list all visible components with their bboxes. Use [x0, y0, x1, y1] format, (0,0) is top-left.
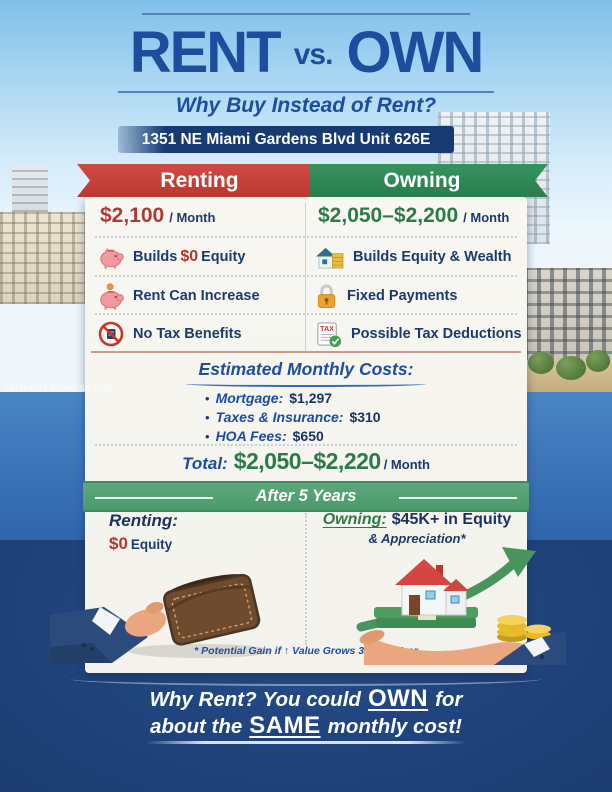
renting-equity-amount: $0: [109, 534, 128, 553]
renting-equity-label: Equity: [130, 537, 173, 552]
house-money-growth-illustration: [356, 547, 566, 665]
header-rule-bottom: [118, 91, 494, 93]
owning-ribbon: Owning: [309, 164, 548, 197]
renting-feature-increase: Rent Can Increase: [98, 279, 260, 313]
owning-price-amount: $2,050–$2,200: [318, 204, 459, 227]
footer-line-1: Why Rent? You could OWN for: [0, 686, 612, 713]
tree: [556, 356, 586, 380]
footer-text: Why Rent?: [149, 688, 257, 711]
five-years-renting: Renting: $0 Equity: [109, 511, 178, 554]
title-rent: RENT: [129, 20, 282, 85]
total-value: $2,050–$2,220: [233, 448, 382, 474]
tax-document-icon: TAX: [317, 321, 342, 347]
footer-own-emphasis: OWN: [367, 685, 429, 712]
column-divider: [305, 203, 306, 351]
title-vs: vs.: [293, 38, 334, 71]
footer-same-emphasis: SAME: [249, 712, 321, 739]
footnote: * Potential Gain if ↑ Value Grows 3% per…: [194, 645, 418, 657]
feature-text: Builds: [133, 249, 178, 265]
owning-price-suffix: / Month: [463, 210, 510, 225]
tree: [586, 350, 610, 372]
feature-label: Builds Equity & Wealth: [353, 249, 512, 265]
section-divider: [91, 351, 521, 353]
footer-text: You could: [262, 688, 361, 711]
cost-value: $1,297: [289, 390, 333, 406]
row-divider: [95, 236, 517, 238]
feature-label: No Tax Benefits: [133, 326, 242, 342]
page-title: RENT vs. OWN: [0, 20, 612, 88]
renting-ribbon: Renting: [77, 164, 309, 197]
total-suffix: / Month: [383, 457, 430, 472]
owning-price: $2,050–$2,200 / Month: [318, 204, 509, 228]
house-icon: [316, 247, 344, 268]
cost-item: • Taxes & Insurance: $310: [205, 408, 381, 427]
renting-price: $2,100 / Month: [100, 204, 215, 228]
owning-five-value: Owning: $45K+ in Equity: [313, 511, 521, 529]
owning-feature-fixed: Fixed Payments: [315, 279, 457, 313]
footer-text: monthly cost!: [327, 715, 462, 738]
five-years-divider: [305, 513, 307, 645]
cost-value: $310: [349, 409, 381, 425]
footer-tagline: Why Rent? You could OWN for about the SAME mo…: [0, 686, 612, 740]
feature-label: Possible Tax Deductions: [351, 326, 522, 342]
subtitle: Why Buy Instead of Rent?: [175, 94, 437, 117]
total-label: Total:: [182, 454, 228, 473]
renting-price-amount: $2,100: [100, 204, 165, 227]
padlock-icon: [317, 284, 336, 308]
bullet: •: [205, 429, 210, 444]
monthly-costs-list: • Mortgage: $1,297 • Taxes & Insurance: …: [205, 389, 381, 446]
total-line: Total: $2,050–$2,220/ Month: [85, 448, 527, 475]
piggy-bank-coin-icon: [100, 282, 124, 309]
owning-feature-deductions: TAX Possible Tax Deductions: [315, 317, 522, 351]
svg-text:TAX: TAX: [320, 324, 334, 333]
cost-item: • HOA Fees: $650: [205, 427, 381, 446]
owning-equity-amount: $45K+ in Equity: [391, 511, 512, 528]
owning-appreciation-label: & Appreciation*: [368, 531, 466, 546]
footer-text: for: [435, 688, 463, 711]
cost-value: $650: [292, 428, 324, 444]
renting-five-label: Renting:: [109, 511, 178, 530]
card-bottom-swoosh: [70, 672, 542, 686]
city-building: [524, 268, 612, 366]
property-address-banner: 1351 NE Miami Gardens Blvd Unit 626E: [118, 126, 454, 153]
heading-underline: [186, 381, 426, 387]
row-divider: [95, 444, 517, 446]
feature-label: Rent Can Increase: [133, 288, 260, 304]
cost-label: Taxes & Insurance:: [215, 409, 344, 425]
after-five-years-banner: After 5 Years: [83, 481, 529, 512]
comparison-card: $2,100 / Month $2,050–$2,200 / Month Bui…: [83, 197, 529, 673]
monthly-costs-heading: Estimated Monthly Costs:: [198, 359, 414, 379]
header-rule-top: [142, 13, 470, 15]
city-building: [0, 212, 86, 304]
title-own: OWN: [346, 20, 485, 85]
row-divider: [95, 275, 517, 277]
owning-feature-equity: Builds Equity & Wealth: [315, 240, 511, 274]
footer-line-2: about the SAME monthly cost!: [0, 713, 612, 740]
feature-highlight: $0: [180, 248, 199, 265]
feature-label: Fixed Payments: [347, 288, 458, 304]
feature-label: Builds $0 Equity: [133, 248, 245, 266]
renting-feature-notax: No Tax Benefits: [98, 317, 242, 351]
five-years-owning: Owning: $45K+ in Equity & Appreciation*: [313, 511, 521, 546]
cost-label: Mortgage:: [215, 390, 284, 406]
piggy-bank-icon: [100, 247, 124, 269]
renting-feature-equity: Builds $0 Equity: [98, 240, 245, 274]
bullet: •: [205, 391, 210, 406]
cost-label: HOA Fees:: [215, 428, 287, 444]
no-tax-icon: [98, 321, 124, 347]
footer-text: about the: [150, 715, 243, 738]
tree: [528, 352, 554, 374]
bullet: •: [205, 410, 210, 425]
feature-text: Equity: [201, 249, 246, 265]
row-divider: [95, 313, 517, 315]
renting-price-suffix: / Month: [169, 210, 216, 225]
renting-five-value: $0 Equity: [109, 534, 178, 554]
footer-rule: [146, 741, 466, 744]
empty-wallet-illustration: [50, 573, 272, 663]
cost-item: • Mortgage: $1,297: [205, 389, 381, 408]
owning-five-label: Owning:: [322, 511, 387, 528]
mls-watermark: A11863021 SEFMLS© 2026: [4, 384, 114, 393]
